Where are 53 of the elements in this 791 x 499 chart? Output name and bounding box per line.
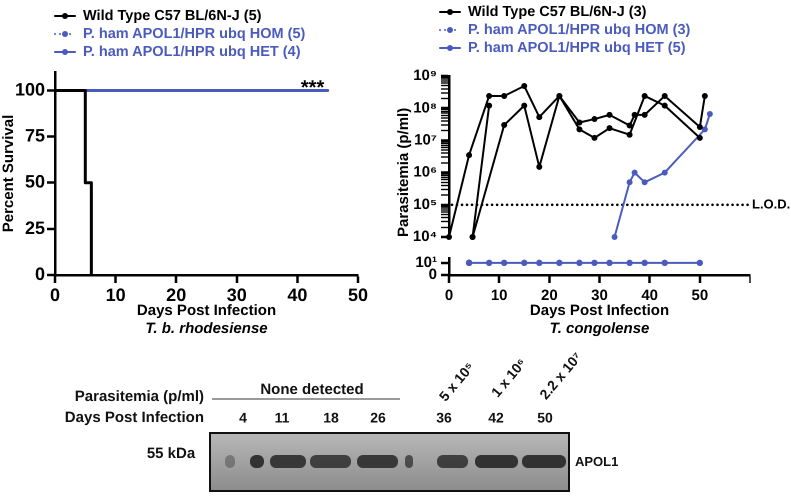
y-tick-label: 0: [34, 264, 45, 284]
x-tick-label: 30: [591, 287, 608, 304]
legend-label: Wild Type C57 BL/6N-J (5): [83, 8, 262, 24]
x-axis-title: Days Post Infection: [530, 302, 670, 320]
x-tick-label: 10: [490, 287, 508, 304]
text: APOL1: [575, 454, 618, 470]
y-axis-title: Parasitemia (p/ml): [395, 108, 412, 237]
x-axis-title: Days Post Infection: [136, 302, 276, 320]
text: 1 x 10⁶: [488, 355, 530, 400]
x-tick-label: 0: [444, 287, 454, 304]
text: T. b. rhodesiense: [145, 320, 268, 338]
text: 42: [488, 409, 504, 426]
y-tick-label: 75: [24, 126, 45, 146]
x-tick-label: 20: [540, 287, 558, 304]
y-tick-label: 10⁹: [413, 67, 437, 84]
text: 5 x 10⁵: [436, 358, 478, 404]
x-tick-label: 30: [226, 284, 247, 305]
x-tick-label: 40: [287, 284, 308, 305]
text: 26: [370, 409, 386, 426]
legend-label: P. ham APOL1/HPR ubq HET (5): [468, 40, 686, 56]
text: Days Post Infection: [64, 408, 204, 426]
y-tick-label: 10⁷: [414, 132, 437, 149]
text: T. congolense: [550, 320, 650, 338]
text: None detected: [260, 380, 364, 398]
y-axis-title: Percent Survival: [0, 114, 18, 232]
x-tick-label: 50: [348, 284, 368, 305]
y-tick-label: 10⁶: [413, 164, 437, 181]
y-tick-label: 0: [428, 266, 437, 284]
text: 36: [436, 409, 452, 426]
y-tick-label: 25: [24, 218, 45, 238]
x-tick-label: 40: [641, 287, 658, 304]
y-tick-label: 10⁴: [412, 228, 437, 246]
text: 11: [274, 409, 290, 426]
text: Parasitemia (p/ml): [74, 388, 204, 406]
y-tick-label: 100: [14, 79, 45, 100]
legend-label: P. ham APOL1/HPR ubq HOM (3): [468, 22, 691, 38]
text: 18: [323, 409, 339, 426]
text: 4: [239, 409, 247, 426]
legend-label: Wild Type C57 BL/6N-J (3): [468, 4, 647, 20]
y-tick-label: 10⁵: [413, 196, 437, 213]
x-tick-label: 0: [50, 284, 60, 305]
annotation: ***: [300, 77, 324, 100]
ref-line-label: L.O.D.: [752, 196, 790, 212]
x-tick-label: 10: [106, 284, 126, 305]
y-tick-label: 10⁸: [413, 99, 437, 116]
legend-label: P. ham APOL1/HPR ubq HET (4): [83, 44, 301, 60]
y-tick-label: 50: [24, 172, 45, 192]
text: 2.2 x 10⁷: [536, 348, 586, 403]
legend-label: P. ham APOL1/HPR ubq HOM (5): [83, 26, 306, 42]
x-tick-label: 50: [691, 287, 708, 304]
text: 50: [537, 409, 553, 426]
text: 55 kDa: [146, 444, 196, 462]
x-tick-label: 20: [166, 284, 186, 305]
